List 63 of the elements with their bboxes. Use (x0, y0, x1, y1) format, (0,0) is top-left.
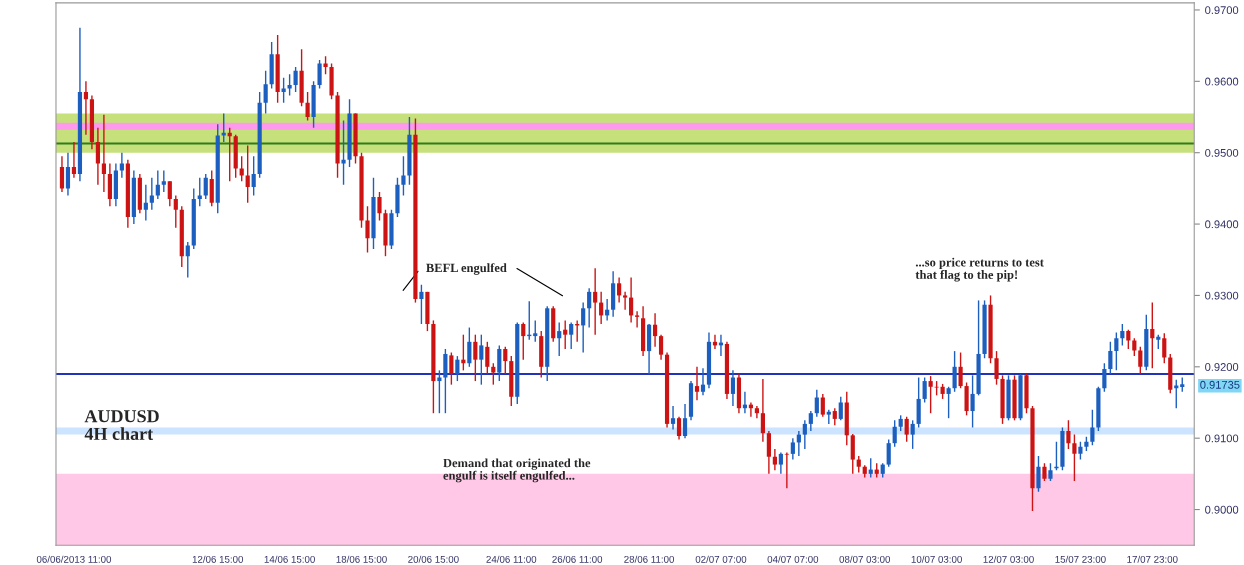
candlestick (1006, 374, 1011, 422)
candlestick (982, 299, 987, 359)
candlestick (1000, 374, 1005, 425)
candlestick (353, 112, 358, 165)
y-tick-label: 0.9300 (1205, 291, 1239, 300)
candlestick (329, 62, 334, 100)
candlestick (371, 176, 376, 250)
x-tick-label: 10/07 03:00 (911, 555, 962, 563)
annotation: BEFL engulfed (426, 263, 507, 275)
x-tick-label: 26/06 11:00 (552, 555, 603, 563)
y-tick-label: 0.9200 (1205, 363, 1239, 371)
candlestick (1072, 433, 1077, 482)
candlestick (976, 299, 981, 397)
candlestick (1060, 426, 1065, 471)
candlestick (401, 155, 406, 197)
candlestick (407, 116, 412, 186)
candlestick (395, 176, 400, 218)
candlestick (1030, 405, 1035, 512)
x-tick-label: 15/07 23:00 (1055, 555, 1106, 563)
candlestick (1018, 373, 1023, 422)
y-tick-label: 0.9500 (1205, 148, 1239, 157)
candlestick (413, 117, 418, 304)
x-tick-label: 14/06 15:00 (264, 555, 315, 563)
candlestick (377, 191, 382, 222)
y-tick-label: 0.9100 (1205, 434, 1239, 443)
candlestick (383, 209, 388, 257)
x-tick-label: 12/07 03:00 (983, 555, 1034, 563)
candlestick (389, 209, 394, 250)
text: 0.91735 (1200, 380, 1240, 389)
candlestick (347, 98, 352, 168)
x-tick-label: 18/06 15:00 (336, 555, 387, 563)
annotation: ...so price returns to test that flag to the pip! (915, 257, 1044, 282)
annotation: AUDUSD 4H chart (84, 410, 159, 440)
x-tick-label: 04/07 07:00 (767, 555, 819, 563)
candlestick (1012, 374, 1017, 422)
candlestick (335, 91, 340, 179)
candlestick (305, 91, 310, 122)
candlestick (365, 205, 370, 254)
candlestick (359, 152, 364, 229)
annotation: Demand that originated the engulf is itself engulfed... (443, 458, 591, 483)
y-tick-label: 0.9000 (1205, 505, 1239, 514)
y-tick-label: 0.9600 (1205, 77, 1239, 86)
candlestick (970, 374, 975, 429)
candlestick (988, 294, 993, 364)
x-tick-label: 08/07 03:00 (839, 555, 891, 563)
candlestick (1066, 419, 1071, 450)
candlestick (317, 59, 322, 90)
x-tick-label: 17/07 23:00 (1127, 555, 1178, 563)
y-tick-label: 0.9400 (1205, 220, 1239, 229)
candlestick (311, 80, 316, 129)
candlestick (1036, 455, 1041, 493)
candlestick (425, 291, 430, 332)
x-tick-label: 24/06 11:00 (486, 555, 537, 563)
x-tick-label: 06/06/2013 11:00 (36, 555, 112, 563)
x-tick-label: 02/07 07:00 (695, 555, 747, 563)
candlestick (964, 381, 969, 417)
candlestick (994, 350, 999, 386)
y-tick-label: 0.9700 (1205, 6, 1239, 15)
x-tick-label: 12/06 15:00 (192, 555, 244, 563)
candlestick (1024, 373, 1029, 414)
candlestick (419, 284, 424, 325)
x-tick-label: 20/06 15:00 (408, 555, 459, 563)
x-tick-label: 28/06 11:00 (624, 555, 675, 563)
